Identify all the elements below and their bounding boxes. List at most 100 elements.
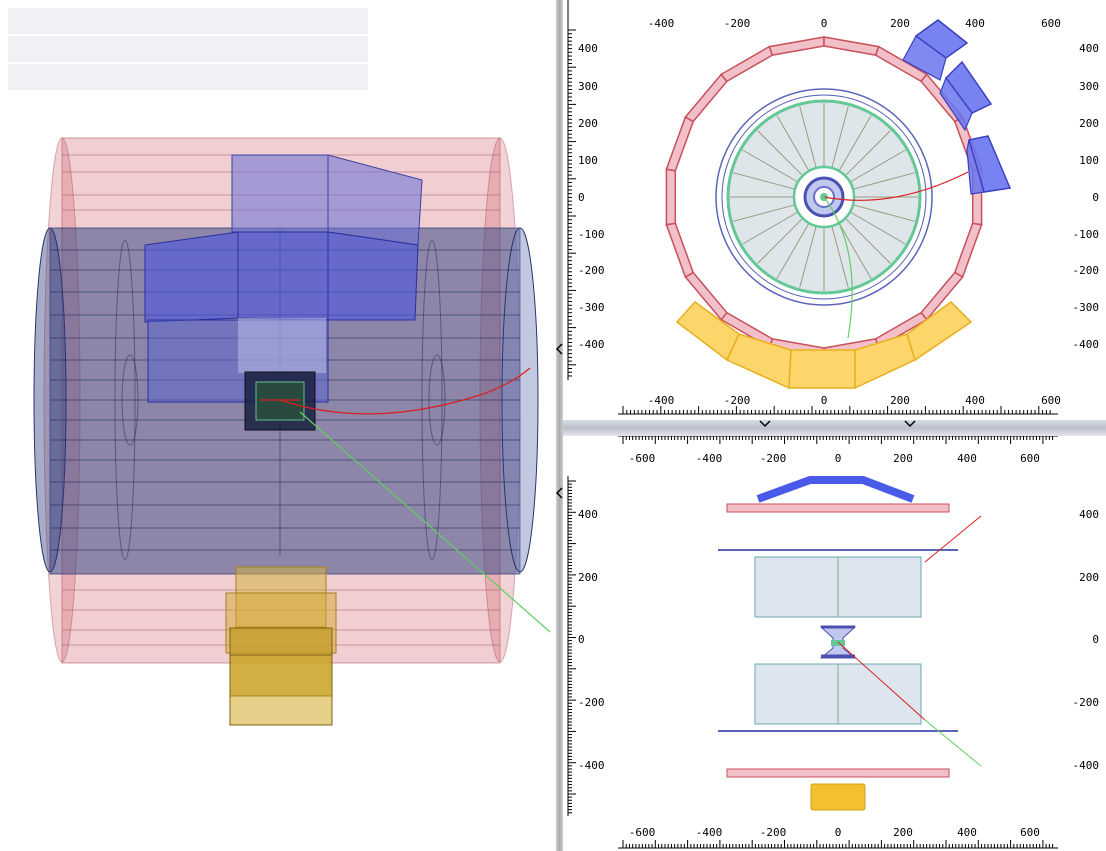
rz-muon-hit-top xyxy=(756,476,915,503)
rz-track-red-lower xyxy=(837,641,926,721)
rz-left-tick: 400 xyxy=(578,508,598,521)
ecal-inner-right-3d xyxy=(428,354,446,446)
3d-view-pane[interactable] xyxy=(0,0,556,851)
rphi-right-tick: 400 xyxy=(1079,42,1099,55)
rphi-left-axis: 400 300 200 100 0 -100 -200 -300 -400 xyxy=(578,42,605,351)
rphi-muon-segment xyxy=(720,45,774,83)
chevron-left-icon[interactable] xyxy=(556,487,563,499)
rz-view-pane[interactable]: -600 -400 -200 0 200 400 600 -600 -400 -… xyxy=(563,436,1106,851)
rphi-track-green xyxy=(823,196,853,339)
rphi-calo-hit-box xyxy=(788,349,856,389)
rphi-right-tick: 100 xyxy=(1079,154,1099,167)
rphi-right-tick: 200 xyxy=(1079,117,1099,130)
rphi-ecal-spoke xyxy=(844,217,891,264)
rz-muon-slab-top xyxy=(726,503,950,513)
rz-bottom-tick: 400 xyxy=(957,826,977,839)
rphi-top-tick: 600 xyxy=(1041,17,1061,30)
rphi-ecal-spoke xyxy=(757,130,804,177)
rz-right-tick: 200 xyxy=(1079,571,1099,584)
rphi-bottom-tick: -200 xyxy=(724,394,751,407)
rz-top-tick: 0 xyxy=(835,452,842,465)
rphi-ecal-spoke xyxy=(838,115,872,172)
rz-right-axis: 400 200 0 -200 -400 xyxy=(1073,508,1100,772)
rz-left-tick: 200 xyxy=(578,571,598,584)
rphi-ecal-spoke xyxy=(849,211,906,245)
rphi-muon-segment xyxy=(768,36,825,56)
rphi-bottom-tick: 400 xyxy=(965,394,985,407)
rphi-view-canvas[interactable]: -400 -200 0 200 400 600 -400 -200 0 200 … xyxy=(563,0,1106,420)
rphi-ecal-spoke xyxy=(776,115,810,172)
rz-bottom-axis: -600 -400 -200 0 200 400 600 xyxy=(629,826,1040,839)
rphi-ecal-spoke xyxy=(799,225,817,288)
rphi-ecal-spoke xyxy=(831,225,849,288)
rz-left-ruler-ticks xyxy=(568,480,576,814)
rz-muon-slab-bottom xyxy=(726,768,950,778)
rz-top-tick: 600 xyxy=(1020,452,1040,465)
rphi-ecal-spoke xyxy=(776,222,810,279)
rphi-muon-segment xyxy=(665,222,695,279)
rphi-hcal-ring-inner xyxy=(721,94,927,300)
rz-bottom-tick: 600 xyxy=(1020,826,1040,839)
rphi-top-axis: -400 -200 0 200 400 600 xyxy=(648,17,1061,30)
rphi-view-pane[interactable]: -400 -200 0 200 400 600 -400 -200 0 200 … xyxy=(563,0,1106,420)
muon-hit-face-3d xyxy=(238,318,326,373)
ecal-ring-right-3d xyxy=(421,239,443,561)
track-red-3d xyxy=(279,367,531,415)
chevron-left-icon[interactable] xyxy=(556,343,563,355)
rz-bottom-tick: 0 xyxy=(835,826,842,839)
3d-scene[interactable] xyxy=(0,0,556,851)
chevron-down-icon[interactable] xyxy=(759,420,771,428)
rphi-left-tick: 200 xyxy=(578,117,598,130)
rphi-muon-segment xyxy=(823,36,880,56)
rphi-ecal-spoke xyxy=(757,217,804,264)
chevron-down-icon[interactable] xyxy=(904,420,916,428)
rphi-left-ruler-ticks xyxy=(568,29,576,377)
rphi-bottom-axis: -400 -200 0 200 400 600 xyxy=(648,394,1061,407)
rz-left-tick: -400 xyxy=(578,759,605,772)
rphi-bottom-tick: 600 xyxy=(1041,394,1061,407)
rz-bottom-tick: -400 xyxy=(696,826,723,839)
rphi-bottom-ruler-ticks xyxy=(622,406,1051,414)
rz-top-tick: -400 xyxy=(696,452,723,465)
rphi-detector xyxy=(665,19,1012,390)
rz-left-axis: 400 200 0 -200 -400 xyxy=(578,508,605,772)
rz-top-tick: 200 xyxy=(893,452,913,465)
rphi-top-tick: 0 xyxy=(821,17,828,30)
rphi-bottom-tick: 200 xyxy=(890,394,910,407)
rz-left-tick: 0 xyxy=(578,633,585,646)
rz-right-tick: -200 xyxy=(1073,696,1100,709)
track-green-3d xyxy=(299,411,551,633)
rphi-ecal-spoke xyxy=(742,211,799,245)
rz-view-canvas[interactable]: -600 -400 -200 0 200 400 600 -600 -400 -… xyxy=(563,436,1106,851)
menu-row-2[interactable] xyxy=(8,36,368,64)
rphi-right-tick: -400 xyxy=(1073,338,1100,351)
rphi-right-tick: -200 xyxy=(1073,264,1100,277)
rphi-right-axis: 400 300 200 100 0 -100 -200 -300 -400 xyxy=(1073,42,1100,351)
rphi-left-tick: 300 xyxy=(578,80,598,93)
rphi-ecal-spoke xyxy=(733,204,796,222)
rphi-muon-segment xyxy=(665,115,695,172)
rz-track-red-upper xyxy=(924,515,982,563)
rphi-bottom-tick: -400 xyxy=(648,394,675,407)
rphi-ecal-spoke xyxy=(838,222,872,279)
horizontal-splitter[interactable] xyxy=(563,420,1106,436)
rz-bottom-tick: 200 xyxy=(893,826,913,839)
rz-top-tick: 400 xyxy=(957,452,977,465)
rphi-right-tick: 300 xyxy=(1079,80,1099,93)
ecal-inner-left-3d xyxy=(121,354,139,446)
rz-detector xyxy=(718,476,982,811)
menu-row-1[interactable] xyxy=(8,8,368,36)
menu-row-3[interactable] xyxy=(8,64,368,92)
rphi-top-tick: 200 xyxy=(890,17,910,30)
rphi-right-tick: -100 xyxy=(1073,228,1100,241)
rz-bottom-tick: -600 xyxy=(629,826,656,839)
rphi-calo-hit-box xyxy=(906,301,973,362)
muon-hit-box-mid-3d xyxy=(144,231,419,323)
rz-right-tick: -400 xyxy=(1073,759,1100,772)
rphi-right-tick: -300 xyxy=(1073,301,1100,314)
rz-calo-hit xyxy=(810,783,866,811)
ecal-ring-left-3d xyxy=(114,239,136,561)
rphi-left-tick: -300 xyxy=(578,301,605,314)
vertical-splitter[interactable] xyxy=(556,0,563,851)
rphi-ecal-spoke xyxy=(844,130,891,177)
